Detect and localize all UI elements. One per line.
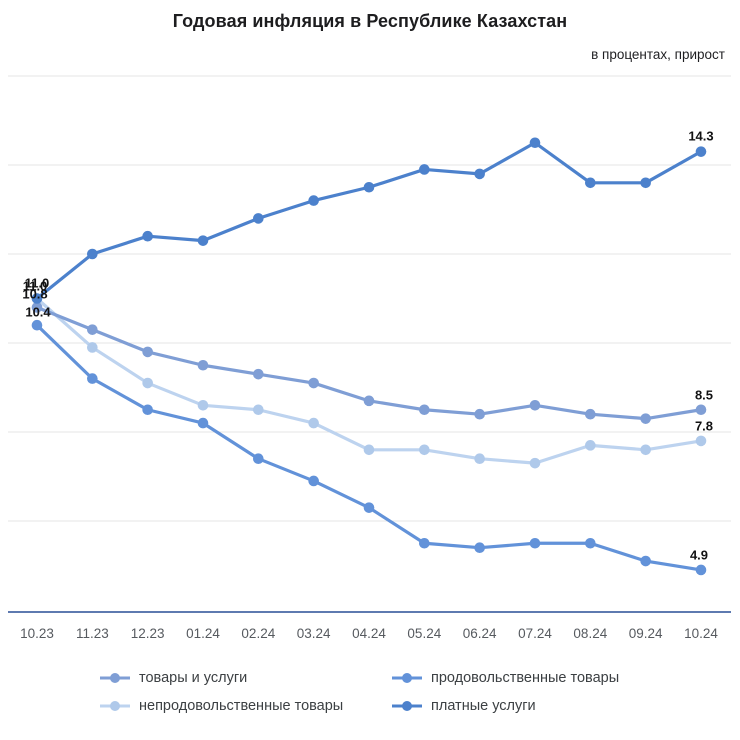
data-point-marker [529, 537, 541, 549]
end-value-label: 14.3 [688, 128, 714, 144]
start-value-label: 10.8 [22, 286, 48, 302]
end-value-label: 8.5 [694, 387, 714, 403]
x-tick-label: 07.24 [518, 626, 552, 641]
x-tick-label: 10.23 [20, 626, 54, 641]
data-point-marker [87, 248, 98, 260]
legend-item: продовольственные товары [392, 667, 619, 688]
chart-subtitle: в процентах, прирост [591, 47, 725, 62]
x-tick-label: 01.24 [186, 626, 220, 641]
data-point-marker [529, 137, 541, 149]
data-point-marker [640, 444, 651, 456]
data-point-marker [197, 417, 209, 429]
x-tick-label: 09.24 [628, 626, 663, 641]
data-point-marker [31, 302, 43, 313]
start-value-label: 11.0 [22, 278, 48, 293]
data-point-marker [474, 408, 485, 420]
data-point-marker [695, 146, 707, 157]
legend-label: непродовольственные товары [139, 697, 344, 714]
data-point-marker [640, 413, 651, 424]
data-point-marker [695, 404, 707, 416]
legend-series-icon [392, 672, 422, 683]
legend-item: платные услуги [392, 695, 619, 716]
legend-item: товары и услуги [100, 667, 392, 688]
legend-label: товары и услуги [139, 669, 248, 686]
data-point-marker [363, 181, 375, 193]
chart-title: Годовая инфляция в Республике Казахстан [172, 11, 568, 31]
data-point-marker [419, 164, 430, 175]
data-point-marker [308, 475, 319, 487]
x-tick-label: 05.24 [407, 626, 442, 641]
data-point-marker [87, 373, 98, 384]
data-point-marker [474, 168, 485, 180]
data-point-marker [640, 555, 651, 567]
data-point-marker [253, 368, 264, 380]
data-point-marker [419, 537, 430, 549]
data-point-marker [585, 177, 596, 189]
data-point-marker [142, 346, 153, 358]
data-point-marker [363, 395, 375, 407]
data-point-marker [419, 404, 430, 416]
x-tick-label: 06.24 [462, 626, 497, 641]
series-line [35, 296, 703, 465]
x-tick-label: 04.24 [352, 626, 386, 641]
data-point-marker [529, 457, 541, 469]
data-point-marker [695, 564, 707, 576]
data-point-marker [585, 440, 596, 451]
data-point-marker [87, 324, 98, 335]
start-value-label: 11.0 [24, 275, 50, 290]
data-point-marker [197, 359, 209, 371]
data-point-marker [253, 213, 264, 224]
data-point-marker [474, 453, 485, 465]
data-point-marker [474, 542, 485, 553]
data-point-marker [363, 502, 375, 513]
data-point-marker [529, 400, 541, 411]
data-point-marker [197, 400, 209, 411]
end-value-label: 7.8 [694, 418, 714, 434]
x-tick-label: 03.24 [296, 626, 331, 641]
legend-label: платные услуги [431, 697, 536, 714]
data-point-marker [142, 404, 153, 416]
data-point-marker [31, 293, 43, 304]
x-tick-label: 12.23 [130, 626, 165, 641]
data-point-marker [31, 319, 43, 331]
data-point-marker [640, 177, 651, 189]
data-point-marker [363, 444, 375, 456]
legend-series-icon [392, 700, 422, 711]
data-point-marker [585, 537, 596, 549]
x-tick-label: 08.24 [573, 626, 608, 641]
legend-label: продовольственные товары [431, 669, 620, 686]
data-point-marker [142, 230, 153, 242]
legend: товары и услуги продовольственные товары н… [100, 667, 619, 716]
data-point-marker [142, 377, 153, 389]
end-value-label: 4.9 [689, 547, 709, 563]
data-point-marker [695, 435, 707, 447]
series-line [35, 141, 703, 301]
x-tick-label: 10.24 [684, 626, 718, 641]
x-tick-label: 11.23 [75, 626, 109, 641]
data-point-marker [308, 377, 319, 389]
x-tick-label: 02.24 [241, 626, 276, 641]
legend-series-icon [100, 700, 130, 711]
start-value-label: 10.4 [25, 304, 51, 320]
legend-item: непродовольственные товары [100, 695, 392, 716]
data-point-marker [197, 235, 209, 246]
data-point-marker [87, 342, 98, 353]
data-point-marker [253, 453, 264, 465]
data-point-marker [308, 417, 319, 429]
data-point-marker [253, 404, 264, 416]
data-point-marker [585, 408, 596, 420]
legend-series-icon [100, 672, 130, 683]
data-point-marker [419, 444, 430, 456]
data-point-marker [308, 195, 319, 206]
